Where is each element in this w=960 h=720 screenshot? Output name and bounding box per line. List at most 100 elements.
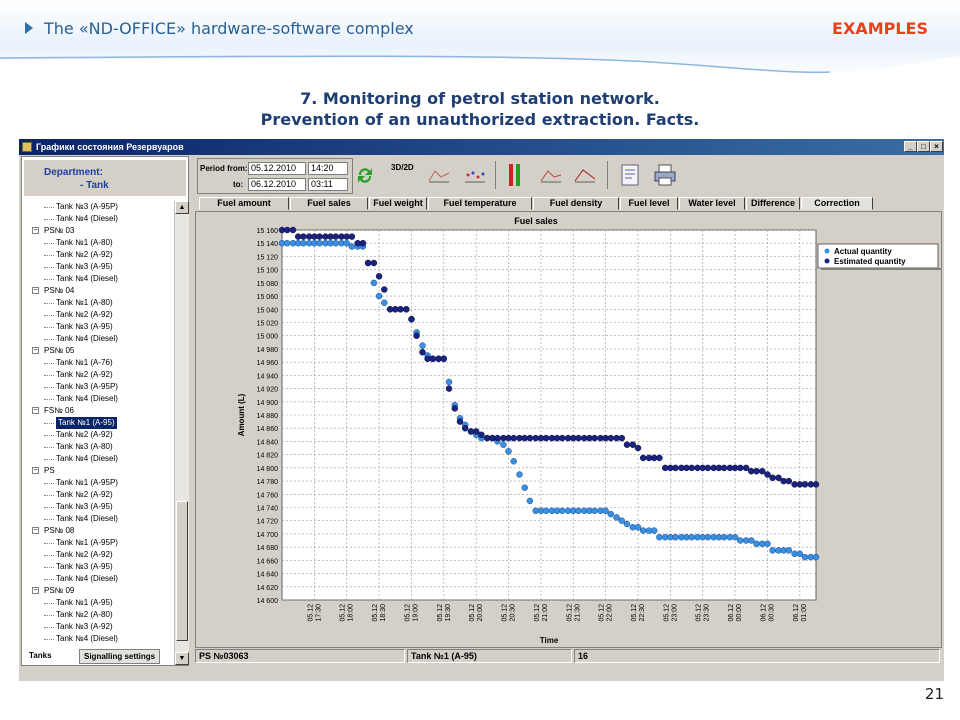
toggle-3d-2d-button[interactable]: 3D/2D bbox=[391, 163, 414, 172]
point-actual-quantity bbox=[370, 279, 378, 287]
tree-node-label: Tank №4 (Diesel) bbox=[56, 334, 118, 343]
tree-node-label: Tank №1 (A-95) bbox=[56, 417, 117, 429]
page-number: 21 bbox=[924, 685, 944, 703]
tab-fuel-amount[interactable]: Fuel amount bbox=[199, 197, 289, 210]
point-actual-quantity bbox=[332, 239, 339, 247]
scatter-chart-icon[interactable] bbox=[463, 165, 487, 185]
collapse-icon[interactable]: − bbox=[32, 407, 39, 414]
point-estimated-quantity bbox=[472, 428, 480, 435]
legend-marker-estimated bbox=[824, 258, 830, 264]
collapse-icon[interactable]: − bbox=[32, 527, 39, 534]
tab-difference[interactable]: Difference bbox=[746, 197, 800, 210]
point-estimated-quantity bbox=[289, 226, 297, 234]
tab-tanks[interactable]: Tanks bbox=[25, 649, 56, 662]
tree-node-label: Tank №3 (A-95) bbox=[56, 262, 113, 271]
collapse-icon[interactable]: − bbox=[32, 467, 39, 474]
to-time-input[interactable]: 03:11 bbox=[308, 178, 348, 191]
y-tick-label: 14 960 bbox=[257, 360, 279, 367]
legend-label-actual: Actual quantity bbox=[834, 247, 892, 256]
point-actual-quantity bbox=[500, 441, 507, 448]
status-station: PS №03063 bbox=[195, 649, 405, 663]
maximize-button[interactable]: □ bbox=[917, 141, 930, 152]
bar-indicator-icon[interactable] bbox=[507, 162, 523, 188]
slide-title-line2: Prevention of an unauthorized extraction… bbox=[260, 110, 700, 129]
toolbar-separator bbox=[495, 161, 496, 189]
tab-correction[interactable]: Correction bbox=[801, 197, 873, 210]
area-chart-icon[interactable] bbox=[539, 165, 563, 185]
collapse-icon[interactable]: − bbox=[32, 347, 39, 354]
tab-fuel-density[interactable]: Fuel density bbox=[533, 197, 619, 210]
tree-node-label: PS№ 09 bbox=[44, 586, 75, 595]
legend-label-estimated: Estimated quantity bbox=[834, 257, 906, 266]
tab-water-level[interactable]: Water level bbox=[679, 197, 745, 210]
tree-node-label: Tank №1 (A-95P) bbox=[56, 478, 118, 487]
point-actual-quantity bbox=[656, 533, 663, 541]
y-tick-label: 14 940 bbox=[257, 373, 279, 380]
tab-fuel-level[interactable]: Fuel level bbox=[620, 197, 678, 210]
from-date-input[interactable]: 05.12.2010 bbox=[248, 162, 306, 175]
tree-connector bbox=[44, 267, 54, 268]
tab-signalling-settings[interactable]: Signalling settings bbox=[79, 649, 161, 664]
tab-fuel-temperature[interactable]: Fuel temperature bbox=[428, 197, 532, 210]
tab-fuel-sales[interactable]: Fuel sales bbox=[290, 197, 368, 210]
tree-node-label: Tank №4 (Diesel) bbox=[56, 274, 118, 283]
x-tick-label: 00:30 bbox=[768, 604, 775, 622]
y-axis-ticks: 15 160 15 140 15 120 15 100 15 080 15 060 15 0… bbox=[257, 228, 279, 605]
collapse-icon[interactable]: − bbox=[32, 227, 39, 234]
toolbar: Period from: to: 05.12.2010 14:20 06.12.… bbox=[195, 156, 942, 196]
tree-node-label: Tank №4 (Diesel) bbox=[56, 214, 118, 223]
y-tick-label: 14 640 bbox=[257, 572, 279, 579]
x-tick-label: 18:00 bbox=[348, 604, 355, 622]
collapse-icon[interactable]: − bbox=[32, 287, 39, 294]
point-estimated-quantity bbox=[737, 464, 744, 472]
collapse-icon[interactable]: − bbox=[32, 587, 39, 594]
app-icon bbox=[22, 142, 32, 152]
from-time-input[interactable]: 14:20 bbox=[308, 162, 348, 175]
point-estimated-quantity bbox=[397, 306, 404, 313]
tree-node-label: Tank №4 (Diesel) bbox=[56, 454, 118, 463]
y-tick-label: 15 060 bbox=[257, 294, 279, 301]
line-chart-icon[interactable] bbox=[427, 165, 451, 185]
tree-node-label: PS№ 03 bbox=[44, 226, 75, 235]
point-estimated-quantity bbox=[381, 286, 388, 293]
scroll-thumb[interactable] bbox=[176, 501, 188, 641]
point-estimated-quantity bbox=[300, 233, 307, 240]
point-actual-quantity bbox=[283, 239, 291, 247]
printer-icon[interactable] bbox=[653, 163, 677, 187]
y-tick-label: 15 120 bbox=[257, 254, 279, 261]
tree-node-label: PS№ 04 bbox=[44, 286, 75, 295]
tree-node-label: Tank №2 (A-92) bbox=[56, 250, 113, 259]
status-bar: PS №03063 Tank №1 (A-95) 16 bbox=[195, 649, 942, 663]
close-button[interactable]: × bbox=[930, 141, 943, 152]
legend-box bbox=[817, 243, 939, 269]
scroll-up-button[interactable]: ▲ bbox=[175, 201, 189, 214]
tree-node-label: Tank №2 (A-92) bbox=[56, 490, 113, 499]
point-actual-quantity bbox=[510, 458, 517, 465]
tree-scrollbar[interactable]: ▲ ▼ bbox=[174, 201, 189, 665]
point-estimated-quantity bbox=[607, 434, 615, 442]
department-value: - Tank bbox=[80, 180, 109, 191]
x-tick-label: 05.12 bbox=[696, 604, 703, 622]
y-tick-label: 14 840 bbox=[257, 439, 279, 446]
tab-fuel-weight[interactable]: Fuel weight bbox=[369, 197, 427, 210]
y-tick-label: 14 680 bbox=[257, 545, 279, 552]
report-icon[interactable] bbox=[619, 163, 641, 187]
point-actual-quantity bbox=[316, 239, 323, 247]
tree-connector bbox=[44, 207, 54, 208]
tree-connector bbox=[44, 447, 54, 448]
minimize-button[interactable]: _ bbox=[904, 141, 917, 152]
tree-node-label: Tank №3 (A-95P) bbox=[56, 382, 118, 391]
point-estimated-quantity bbox=[785, 477, 793, 485]
x-tick-label: 20:30 bbox=[510, 604, 517, 622]
tree-node-label: PS bbox=[44, 466, 55, 475]
refresh-icon[interactable] bbox=[355, 164, 375, 186]
scroll-down-button[interactable]: ▼ bbox=[175, 652, 189, 665]
point-estimated-quantity bbox=[591, 434, 598, 442]
point-estimated-quantity bbox=[370, 259, 378, 267]
legend-shadow bbox=[821, 268, 941, 270]
slide-header: The «ND-OFFICE» hardware-software comple… bbox=[0, 0, 960, 80]
to-date-input[interactable]: 06.12.2010 bbox=[248, 178, 306, 191]
peak-chart-icon[interactable] bbox=[573, 165, 597, 185]
y-tick-label: 15 000 bbox=[257, 334, 279, 341]
tank-tree[interactable]: Tank №3 (A-95P) Tank №4 (Diesel) − PS№ 03 Ta… bbox=[22, 201, 174, 667]
